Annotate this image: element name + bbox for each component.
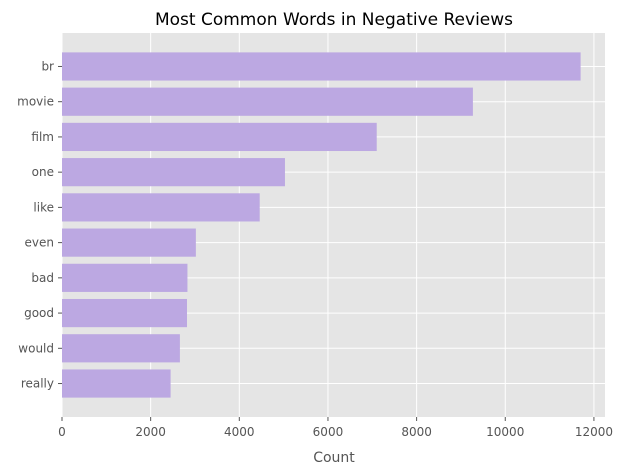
y-tick-label-would: would [18,341,54,355]
x-tick-label-8000: 8000 [401,425,432,439]
bar-br [62,52,581,81]
bar-even [62,228,196,257]
bar-bad [62,263,188,292]
bar-one [62,158,285,187]
x-tick-label-4000: 4000 [224,425,255,439]
y-tick-label-like: like [33,200,54,214]
bar-like [62,193,260,222]
y-tick-label-even: even [25,236,54,250]
bars [62,52,581,398]
y-tick-label-br: br [41,59,54,73]
y-tick-label-good: good [24,306,54,320]
x-tick-labels: 0 2000 4000 6000 8000 10000 12000 [58,417,613,439]
bar-would [62,334,180,363]
bar-movie [62,87,473,116]
bar-good [62,298,188,328]
y-tick-label-bad: bad [31,271,54,285]
bar-film [62,122,377,152]
y-tick-labels: br movie film one like even bad good would really [17,59,62,391]
x-tick-label-6000: 6000 [313,425,344,439]
chart-title: Most Common Words in Negative Reviews [155,10,513,30]
x-tick-label-12000: 12000 [575,425,613,439]
x-tick-label-2000: 2000 [135,425,166,439]
y-tick-label-movie: movie [17,95,54,109]
y-tick-label-really: really [21,377,54,391]
y-tick-label-film: film [31,130,54,144]
x-axis-label: Count [313,450,355,466]
x-tick-label-0: 0 [58,425,66,439]
y-tick-label-one: one [32,165,54,179]
bar-really [62,369,171,398]
x-tick-label-10000: 10000 [486,425,524,439]
